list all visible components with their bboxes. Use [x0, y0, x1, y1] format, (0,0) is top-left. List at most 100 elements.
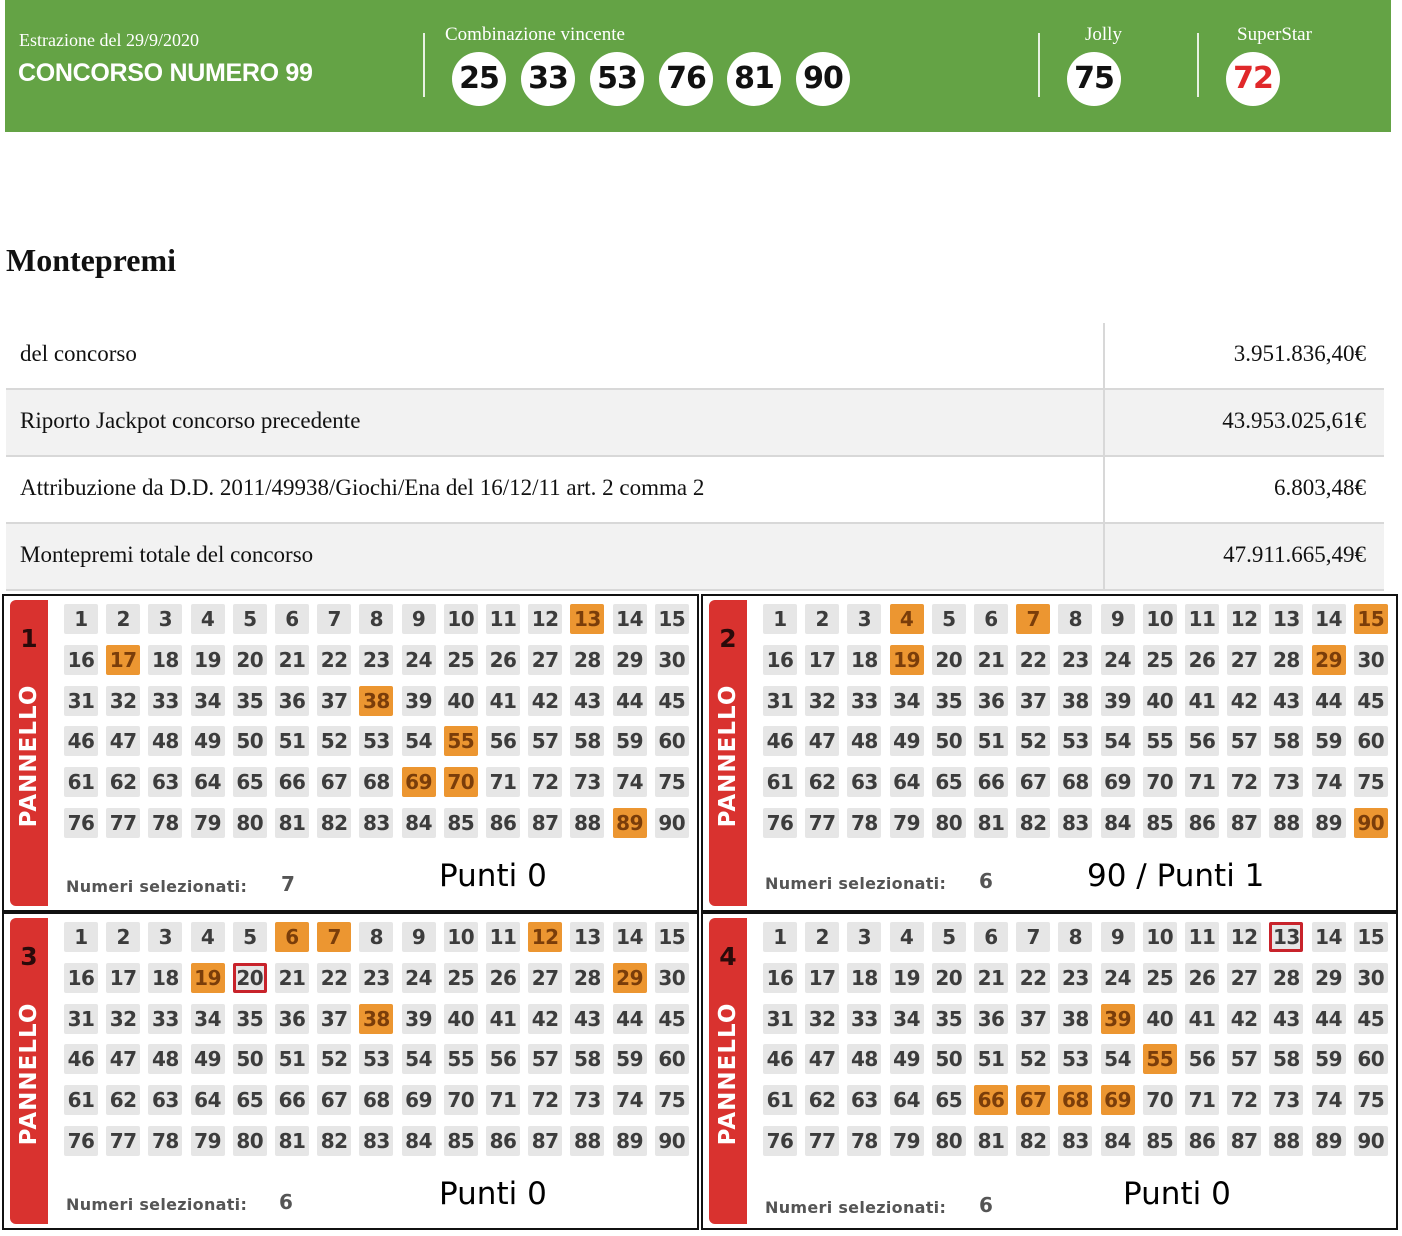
- number-cell[interactable]: 17: [805, 962, 840, 993]
- number-cell[interactable]: 14: [1311, 604, 1346, 634]
- number-cell[interactable]: 73: [1269, 767, 1304, 798]
- number-cell[interactable]: 85: [443, 808, 478, 838]
- number-cell[interactable]: 4: [889, 604, 924, 634]
- number-cell[interactable]: 55: [1142, 1044, 1177, 1075]
- number-cell[interactable]: 81: [275, 1126, 309, 1156]
- number-cell[interactable]: 75: [654, 1085, 689, 1116]
- number-cell[interactable]: 21: [275, 962, 309, 993]
- number-cell[interactable]: 61: [64, 767, 98, 798]
- number-cell[interactable]: 54: [1100, 726, 1135, 757]
- number-cell[interactable]: 89: [612, 808, 647, 838]
- number-cell[interactable]: 25: [443, 962, 478, 993]
- number-cell[interactable]: 51: [275, 726, 309, 757]
- number-cell[interactable]: 88: [570, 808, 605, 838]
- number-cell[interactable]: 33: [847, 685, 882, 716]
- number-cell[interactable]: 59: [612, 1044, 647, 1075]
- number-cell[interactable]: 74: [612, 1085, 647, 1116]
- number-cell[interactable]: 50: [931, 1044, 966, 1075]
- number-cell[interactable]: 10: [1142, 604, 1177, 634]
- number-cell[interactable]: 85: [1142, 808, 1177, 838]
- number-cell[interactable]: 45: [1353, 1003, 1388, 1034]
- number-cell[interactable]: 68: [1058, 1085, 1093, 1116]
- number-cell[interactable]: 33: [847, 1003, 882, 1034]
- number-cell[interactable]: 71: [1185, 1085, 1219, 1116]
- number-cell[interactable]: 53: [359, 1044, 394, 1075]
- number-cell[interactable]: 66: [275, 767, 309, 798]
- number-cell[interactable]: 5: [232, 922, 267, 952]
- number-cell[interactable]: 8: [359, 604, 394, 634]
- number-cell[interactable]: 55: [1142, 726, 1177, 757]
- number-cell[interactable]: 77: [106, 1126, 141, 1156]
- number-cell[interactable]: 69: [1100, 1085, 1135, 1116]
- number-cell[interactable]: 83: [359, 808, 394, 838]
- number-cell[interactable]: 15: [654, 922, 689, 952]
- number-cell[interactable]: 70: [443, 767, 478, 798]
- number-cell[interactable]: 32: [106, 685, 141, 716]
- number-cell[interactable]: 84: [1100, 808, 1135, 838]
- number-cell[interactable]: 61: [763, 767, 797, 798]
- number-cell[interactable]: 37: [1016, 1003, 1051, 1034]
- number-cell[interactable]: 32: [805, 685, 840, 716]
- number-cell[interactable]: 52: [1016, 1044, 1051, 1075]
- number-cell[interactable]: 85: [1142, 1126, 1177, 1156]
- number-cell[interactable]: 72: [1227, 1085, 1262, 1116]
- number-cell[interactable]: 76: [64, 808, 98, 838]
- number-cell[interactable]: 46: [763, 726, 797, 757]
- number-cell[interactable]: 41: [1185, 685, 1219, 716]
- number-cell[interactable]: 43: [1269, 685, 1304, 716]
- number-cell[interactable]: 47: [106, 1044, 141, 1075]
- number-cell[interactable]: 81: [275, 808, 309, 838]
- number-cell[interactable]: 88: [1269, 808, 1304, 838]
- number-cell[interactable]: 45: [654, 685, 689, 716]
- number-cell[interactable]: 9: [1100, 604, 1135, 634]
- number-cell[interactable]: 73: [570, 767, 605, 798]
- number-cell[interactable]: 71: [1185, 767, 1219, 798]
- number-cell[interactable]: 48: [847, 1044, 882, 1075]
- number-cell[interactable]: 8: [1058, 922, 1093, 952]
- number-cell[interactable]: 61: [64, 1085, 98, 1116]
- number-cell[interactable]: 62: [805, 1085, 840, 1116]
- number-cell[interactable]: 24: [1100, 644, 1135, 675]
- number-cell[interactable]: 36: [275, 1003, 309, 1034]
- number-cell[interactable]: 90: [1353, 1126, 1388, 1156]
- number-cell[interactable]: 34: [190, 685, 225, 716]
- number-cell[interactable]: 7: [1016, 922, 1051, 952]
- number-cell[interactable]: 38: [1058, 685, 1093, 716]
- number-cell[interactable]: 87: [528, 1126, 563, 1156]
- number-cell[interactable]: 72: [1227, 767, 1262, 798]
- number-cell[interactable]: 82: [1016, 808, 1051, 838]
- number-cell[interactable]: 68: [1058, 767, 1093, 798]
- number-cell[interactable]: 30: [654, 644, 689, 675]
- number-cell[interactable]: 68: [359, 767, 394, 798]
- number-cell[interactable]: 11: [1185, 922, 1219, 952]
- number-cell[interactable]: 54: [1100, 1044, 1135, 1075]
- number-cell[interactable]: 28: [570, 644, 605, 675]
- number-cell[interactable]: 87: [1227, 1126, 1262, 1156]
- number-cell[interactable]: 52: [1016, 726, 1051, 757]
- number-cell[interactable]: 10: [1142, 922, 1177, 952]
- number-cell[interactable]: 39: [401, 685, 436, 716]
- number-cell[interactable]: 62: [106, 1085, 141, 1116]
- number-cell[interactable]: 86: [486, 1126, 520, 1156]
- number-cell[interactable]: 66: [974, 767, 1008, 798]
- number-cell[interactable]: 56: [486, 1044, 520, 1075]
- number-cell[interactable]: 16: [763, 644, 797, 675]
- number-cell[interactable]: 79: [889, 808, 924, 838]
- number-cell[interactable]: 9: [401, 604, 436, 634]
- number-cell[interactable]: 19: [190, 644, 225, 675]
- number-cell[interactable]: 36: [974, 685, 1008, 716]
- number-cell[interactable]: 15: [654, 604, 689, 634]
- number-cell[interactable]: 22: [317, 962, 352, 993]
- number-cell[interactable]: 44: [612, 685, 647, 716]
- number-cell[interactable]: 5: [931, 922, 966, 952]
- number-cell[interactable]: 73: [1269, 1085, 1304, 1116]
- number-cell[interactable]: 79: [190, 1126, 225, 1156]
- number-cell[interactable]: 48: [148, 726, 183, 757]
- number-cell[interactable]: 72: [528, 1085, 563, 1116]
- number-cell[interactable]: 90: [654, 1126, 689, 1156]
- number-cell[interactable]: 52: [317, 1044, 352, 1075]
- number-cell[interactable]: 38: [1058, 1003, 1093, 1034]
- number-cell[interactable]: 23: [1058, 962, 1093, 993]
- number-cell[interactable]: 41: [486, 685, 520, 716]
- number-cell[interactable]: 1: [763, 604, 797, 634]
